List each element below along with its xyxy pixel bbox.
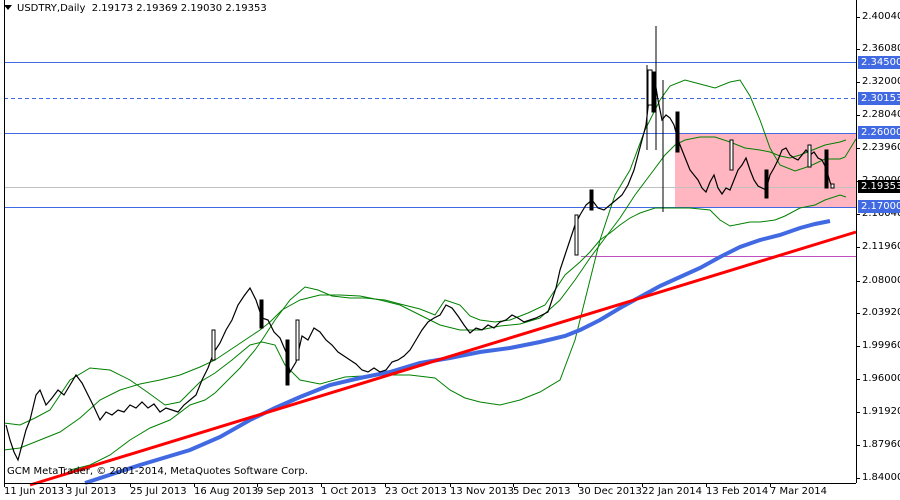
price-tick: 2.23960 bbox=[862, 142, 900, 153]
trendline[interactable] bbox=[29, 230, 857, 487]
price-tick: 1.91920 bbox=[862, 406, 900, 417]
price-tick: 2.40040 bbox=[862, 11, 900, 22]
bollinger-lower bbox=[69, 194, 847, 471]
price-tick: 2.32000 bbox=[862, 76, 900, 87]
price-tick: 2.16040 bbox=[862, 208, 900, 219]
date-tick: 1 Oct 2013 bbox=[321, 486, 377, 497]
date-tick: 30 Dec 2013 bbox=[578, 486, 642, 497]
price-tick: 1.87960 bbox=[862, 439, 900, 450]
level-badge-2-26: 2.26000 bbox=[858, 126, 900, 139]
copyright-text: GCM MetaTrader, © 2001-2014, MetaQuotes … bbox=[7, 466, 308, 477]
date-tick: 16 Aug 2013 bbox=[194, 486, 259, 497]
price-tick: 2.36080 bbox=[862, 43, 900, 54]
date-tick: 22 Jan 2014 bbox=[642, 486, 702, 497]
ohlc-values: 2.19173 2.19369 2.19030 2.19353 bbox=[91, 3, 267, 14]
price-axis-ticks bbox=[856, 17, 860, 479]
level-badge-2-17: 2.17000 bbox=[858, 200, 900, 213]
candlesticks bbox=[5, 26, 835, 462]
price-tick: 2.11960 bbox=[862, 241, 900, 252]
date-tick: 25 Jul 2013 bbox=[130, 486, 187, 497]
date-tick: 13 Feb 2014 bbox=[706, 486, 769, 497]
collapse-triangle-icon[interactable] bbox=[4, 5, 12, 10]
bollinger-upper bbox=[3, 79, 857, 426]
price-tick: 1.84000 bbox=[862, 472, 900, 483]
price-tick: 2.08000 bbox=[862, 275, 900, 286]
date-tick: 13 Nov 2013 bbox=[450, 486, 515, 497]
price-tick: 2.28040 bbox=[862, 109, 900, 120]
price-tick: 1.99960 bbox=[862, 340, 900, 351]
current-price-badge: 2.19353 bbox=[858, 180, 900, 193]
price-tick: 1.96000 bbox=[862, 373, 900, 384]
moving-average-line bbox=[84, 219, 831, 485]
symbol-label: USDTRY,Daily bbox=[17, 3, 86, 14]
level-badge-2-345: 2.34500 bbox=[858, 56, 900, 69]
date-tick: 5 Dec 2013 bbox=[513, 486, 571, 497]
time-axis-ticks bbox=[4, 483, 771, 487]
chart-title[interactable]: USDTRY,Daily 2.19173 2.19369 2.19030 2.1… bbox=[4, 3, 267, 14]
date-tick: 3 Jul 2013 bbox=[66, 486, 117, 497]
price-tick: 2.03920 bbox=[862, 307, 900, 318]
date-tick: 23 Oct 2013 bbox=[385, 486, 447, 497]
date-tick: 7 Mar 2014 bbox=[770, 486, 828, 497]
bollinger-middle bbox=[3, 136, 847, 451]
level-badge-2-30153: 2.30153 bbox=[858, 92, 900, 105]
date-tick: 11 Jun 2013 bbox=[4, 486, 65, 497]
date-tick: 9 Sep 2013 bbox=[257, 486, 315, 497]
